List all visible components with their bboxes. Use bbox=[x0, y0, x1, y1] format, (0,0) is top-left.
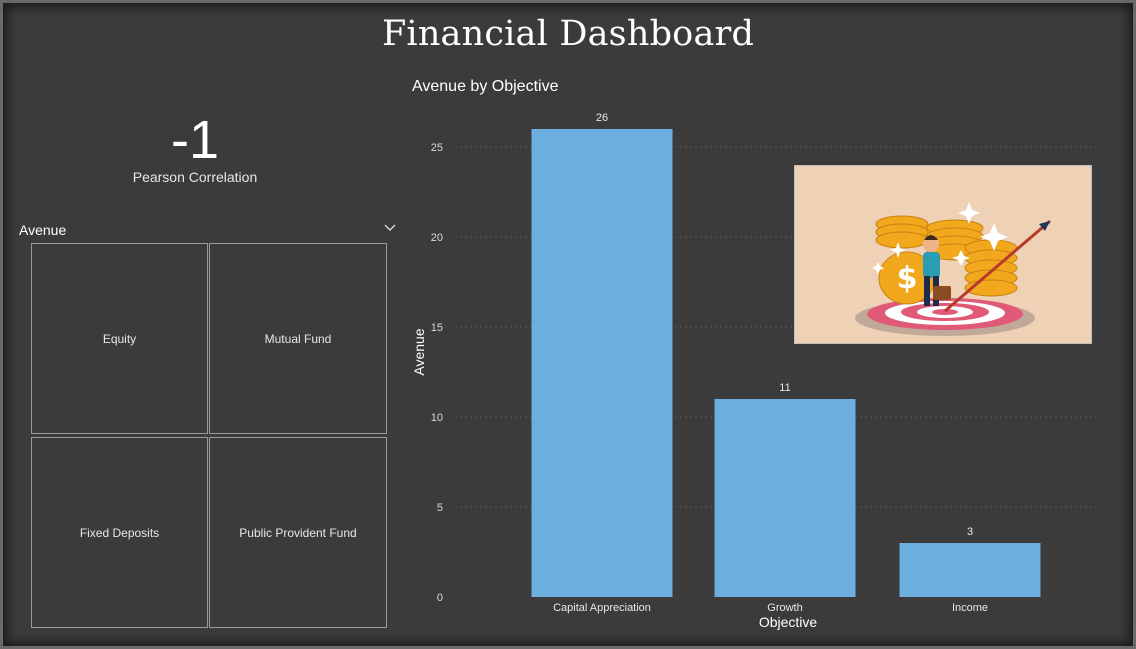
chevron-down-icon[interactable] bbox=[383, 220, 397, 234]
chart-title: Avenue by Objective bbox=[412, 78, 559, 95]
y-tick-label: 5 bbox=[437, 502, 443, 514]
bar-capital-appreciation bbox=[531, 129, 673, 597]
x-tick-label: Growth bbox=[767, 602, 802, 614]
data-label: 11 bbox=[779, 382, 790, 394]
slicer-tile-mutual-fund[interactable]: Mutual Fund bbox=[209, 243, 387, 434]
y-tick-label: 0 bbox=[437, 592, 443, 604]
investor-target-illustration: $ bbox=[794, 165, 1092, 344]
bar-income bbox=[899, 543, 1041, 597]
slicer-tile-public-provident-fund[interactable]: Public Provident Fund bbox=[209, 437, 387, 628]
y-tick-label: 15 bbox=[431, 322, 443, 334]
data-label: 3 bbox=[967, 526, 973, 538]
y-axis-title: Avenue bbox=[411, 328, 427, 375]
y-tick-label: 10 bbox=[431, 412, 443, 424]
page-title: Financial Dashboard bbox=[381, 14, 755, 54]
x-tick-label: Income bbox=[952, 602, 988, 614]
y-tick-label: 20 bbox=[431, 232, 443, 244]
card-value: -1 bbox=[170, 110, 219, 170]
slicer-tile-fixed-deposits[interactable]: Fixed Deposits bbox=[31, 437, 208, 628]
bar-growth bbox=[714, 399, 856, 597]
svg-text:$: $ bbox=[897, 261, 918, 296]
x-axis-title: Objective bbox=[759, 614, 818, 630]
x-tick-label: Capital Appreciation bbox=[553, 602, 651, 614]
slicer-header[interactable]: Avenue bbox=[19, 222, 399, 242]
card-label: Pearson Correlation bbox=[132, 169, 258, 185]
y-tick-label: 25 bbox=[431, 142, 443, 154]
data-label: 26 bbox=[596, 112, 608, 124]
slicer-tile-equity[interactable]: Equity bbox=[31, 243, 208, 434]
bar-chart: 0 5 10 15 20 25 26 Capital Appreciation 11 Growth… bbox=[411, 112, 1100, 630]
slicer-title: Avenue bbox=[19, 222, 67, 238]
